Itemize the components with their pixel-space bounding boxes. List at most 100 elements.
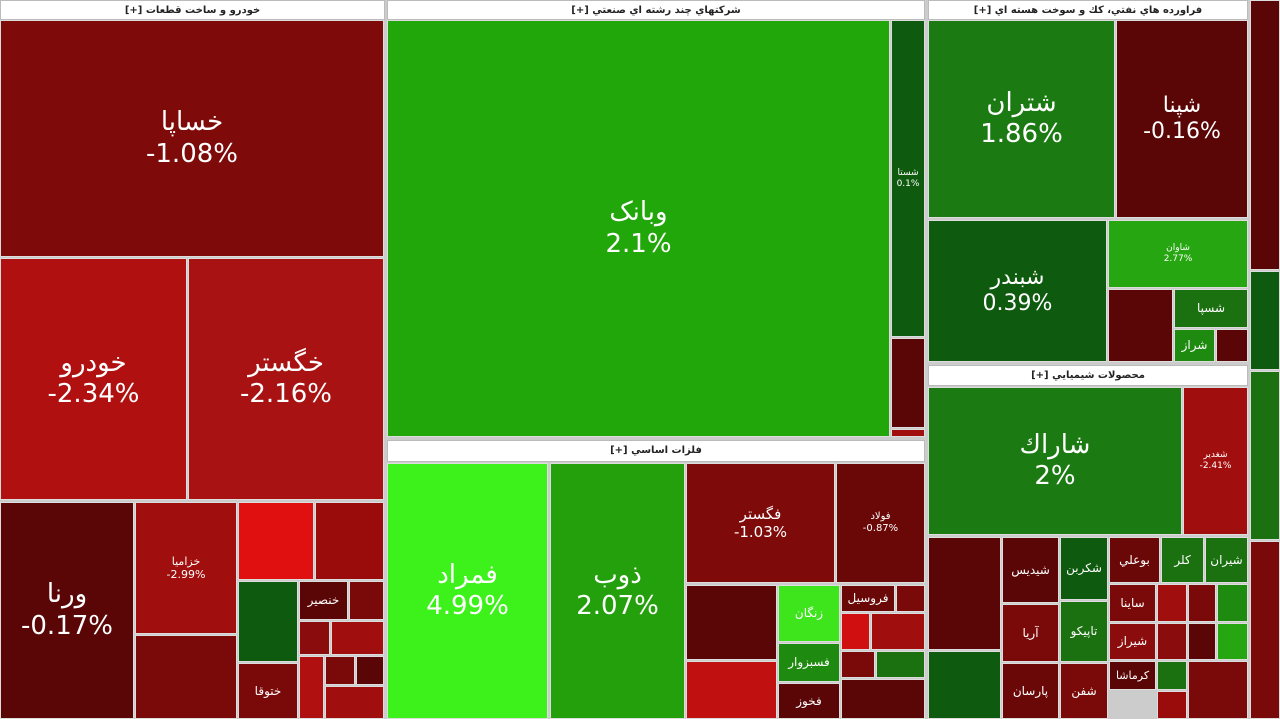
stock-change: 2% <box>1034 461 1076 491</box>
stock-name: فولاد <box>870 511 891 522</box>
stock-name: شيراز <box>1117 634 1148 649</box>
stock-name: شفن <box>1071 683 1097 698</box>
tile <box>1250 0 1280 270</box>
stock-tile: شفن <box>1060 663 1108 719</box>
stock-tile: زنگان <box>778 585 840 642</box>
stock-name: فسبزوار <box>788 655 830 670</box>
stock-name: بوعلي <box>1119 552 1150 567</box>
stock-tile: وبانک 2.1% <box>387 20 890 437</box>
stock-change: -1.03% <box>733 523 788 541</box>
stock-tile: فسبزوار <box>778 643 840 682</box>
stock-tile: آريا <box>1002 604 1059 662</box>
tile <box>299 621 330 655</box>
tile <box>315 502 384 580</box>
stock-change: 2.1% <box>605 228 672 259</box>
sector-header: شرکتهاي چند رشته اي صنعتي [+] <box>387 0 925 20</box>
stock-tile: شيران <box>1205 537 1248 583</box>
stock-name: ذوب <box>593 559 642 590</box>
tile <box>1157 661 1187 690</box>
tile <box>299 656 324 719</box>
tile <box>331 621 384 655</box>
stock-name: تاپيكو <box>1070 624 1098 639</box>
stock-change: -2.41% <box>1199 461 1232 471</box>
stock-tile: شكربن <box>1060 537 1108 600</box>
stock-tile: فخوز <box>778 683 840 719</box>
tile <box>238 502 314 580</box>
stock-name: شتران <box>986 87 1057 118</box>
stock-tile: فروسيل <box>841 585 895 612</box>
sector-header: محصولات شيميايي [+] <box>928 365 1248 386</box>
tile <box>1250 541 1280 719</box>
stock-change: -2.99% <box>166 568 206 581</box>
stock-name: آريا <box>1022 625 1039 640</box>
tile <box>1108 289 1173 362</box>
stock-tile: خگستر -2.16% <box>188 258 384 500</box>
stock-tile: ساينا <box>1109 584 1156 622</box>
stock-tile: فولاد -0.87% <box>836 463 925 583</box>
stock-change: 0.39% <box>982 291 1053 316</box>
stock-change: -2.16% <box>240 379 332 409</box>
stock-name: خنصير <box>307 593 340 608</box>
stock-name: فروسيل <box>847 591 889 606</box>
sector-header: فلزات اساسي [+] <box>387 440 925 462</box>
stock-change: 1.86% <box>980 119 1063 149</box>
stock-name: شراز <box>1181 338 1208 353</box>
tile <box>349 581 384 620</box>
tile <box>135 635 237 719</box>
stock-tile: شيراز <box>1109 623 1156 660</box>
tile <box>238 581 298 662</box>
stock-tile: ختوقا <box>238 663 298 719</box>
tile <box>1188 661 1248 719</box>
stock-tile: فمراد 4.99% <box>387 463 548 719</box>
tile <box>1216 329 1248 362</box>
stock-name: زنگان <box>794 606 824 621</box>
tile <box>686 585 777 660</box>
stock-tile: بوعلي <box>1109 537 1160 583</box>
stock-tile: خزامیا -2.99% <box>135 502 237 634</box>
stock-tile: شراز <box>1174 329 1215 362</box>
tile <box>1217 623 1248 660</box>
stock-change: -2.34% <box>47 379 140 409</box>
stock-name: شكربن <box>1066 561 1102 576</box>
stock-change: 4.99% <box>426 591 509 621</box>
stock-tile: شاراك 2% <box>928 387 1182 535</box>
stock-tile: شسپا <box>1174 289 1248 328</box>
stock-name: شسپا <box>1196 301 1226 316</box>
stock-tile: شغدير -2.41% <box>1183 387 1248 535</box>
tile <box>1250 371 1280 540</box>
tile <box>1157 691 1187 719</box>
stock-name: شيديس <box>1011 562 1050 577</box>
stock-tile: شستا 0.1% <box>891 20 925 337</box>
sector-header: فراورده هاي نفتي، كك و سوخت هسته اي [+] <box>928 0 1248 20</box>
stock-change: -0.87% <box>862 523 899 534</box>
tile <box>928 537 1001 650</box>
tile <box>871 613 925 650</box>
tile <box>891 429 925 437</box>
tile <box>896 585 925 612</box>
tile <box>841 613 870 650</box>
stock-change: 0.1% <box>896 178 920 189</box>
stock-name: شاوان <box>1166 243 1190 254</box>
stock-tile: فگستر -1.03% <box>686 463 835 583</box>
stock-name: شاراك <box>1019 429 1091 460</box>
stock-change: 2.77% <box>1163 254 1193 264</box>
tile <box>891 338 925 428</box>
tile <box>841 679 925 719</box>
tile <box>1217 584 1248 622</box>
stock-change: -0.16% <box>1143 119 1221 144</box>
stock-change: 2.07% <box>576 591 659 621</box>
stock-name: ساينا <box>1120 595 1145 610</box>
stock-name: شپنا <box>1162 92 1202 118</box>
stock-name: فمراد <box>437 559 498 590</box>
stock-name: شبندر <box>990 264 1045 290</box>
stock-tile: شبندر 0.39% <box>928 220 1107 362</box>
stock-tile: شپنا -0.16% <box>1116 20 1248 218</box>
stock-tile: خودرو -2.34% <box>0 258 187 500</box>
stock-name: شغدير <box>1203 450 1228 461</box>
stock-name: پارسان <box>1012 683 1049 698</box>
stock-name: فخوز <box>796 693 822 708</box>
stock-name: كلر <box>1174 552 1191 567</box>
tile <box>1250 271 1280 370</box>
stock-name: شيران <box>1210 552 1243 567</box>
